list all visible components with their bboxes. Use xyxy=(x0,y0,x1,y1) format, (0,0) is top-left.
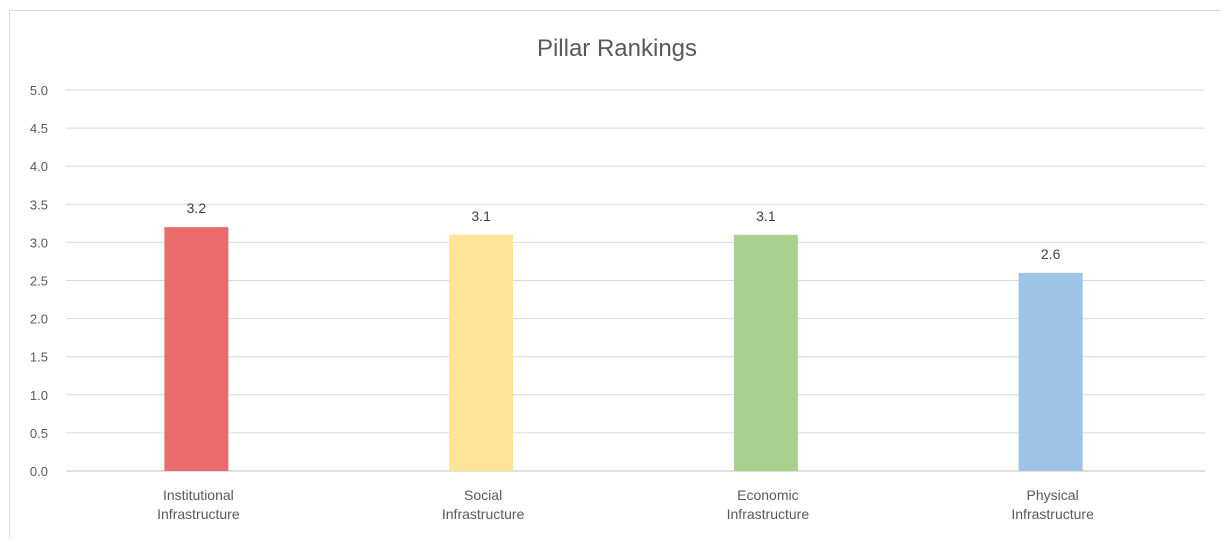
y-tick-label: 2.5 xyxy=(30,274,48,289)
bar xyxy=(164,227,229,471)
x-category-label: Infrastructure xyxy=(1011,506,1094,522)
bar xyxy=(449,234,514,471)
data-label: 3.1 xyxy=(471,208,491,224)
y-tick-label: 1.5 xyxy=(30,350,48,365)
x-axis-categories: Institutional Infrastructure Social Infrast… xyxy=(157,487,1094,522)
chart-title: Pillar Rankings xyxy=(537,35,697,62)
y-tick-label: 4.5 xyxy=(30,121,48,136)
x-category-label: Infrastructure xyxy=(442,506,525,522)
y-tick-label: 3.0 xyxy=(30,235,48,250)
y-tick-label: 2.0 xyxy=(30,312,48,327)
data-label: 3.2 xyxy=(187,200,207,216)
bars xyxy=(164,227,1083,471)
bar xyxy=(1018,272,1083,471)
y-axis-ticks: 0.0 0.5 1.0 1.5 2.0 2.5 3.0 3.5 4.0 4.5 5.0 xyxy=(30,83,48,479)
x-category-label: Physical xyxy=(1027,487,1079,503)
x-category-label: Infrastructure xyxy=(727,506,810,522)
x-category-label: Economic xyxy=(737,487,798,503)
y-tick-label: 3.5 xyxy=(30,197,48,212)
x-category-label: Social xyxy=(464,487,502,503)
gridlines xyxy=(66,89,1205,472)
data-label: 2.6 xyxy=(1041,246,1061,262)
y-tick-label: 0.5 xyxy=(30,426,48,441)
x-category-label: Infrastructure xyxy=(157,506,240,522)
bar xyxy=(733,234,798,471)
y-tick-label: 1.0 xyxy=(30,388,48,403)
y-tick-label: 0.0 xyxy=(30,464,48,479)
x-category-label: Institutional xyxy=(163,487,234,503)
data-labels: 3.2 3.1 3.1 2.6 xyxy=(187,200,1061,262)
y-tick-label: 5.0 xyxy=(30,83,48,98)
chart-frame xyxy=(9,10,1220,539)
data-label: 3.1 xyxy=(756,208,776,224)
y-tick-label: 4.0 xyxy=(30,159,48,174)
